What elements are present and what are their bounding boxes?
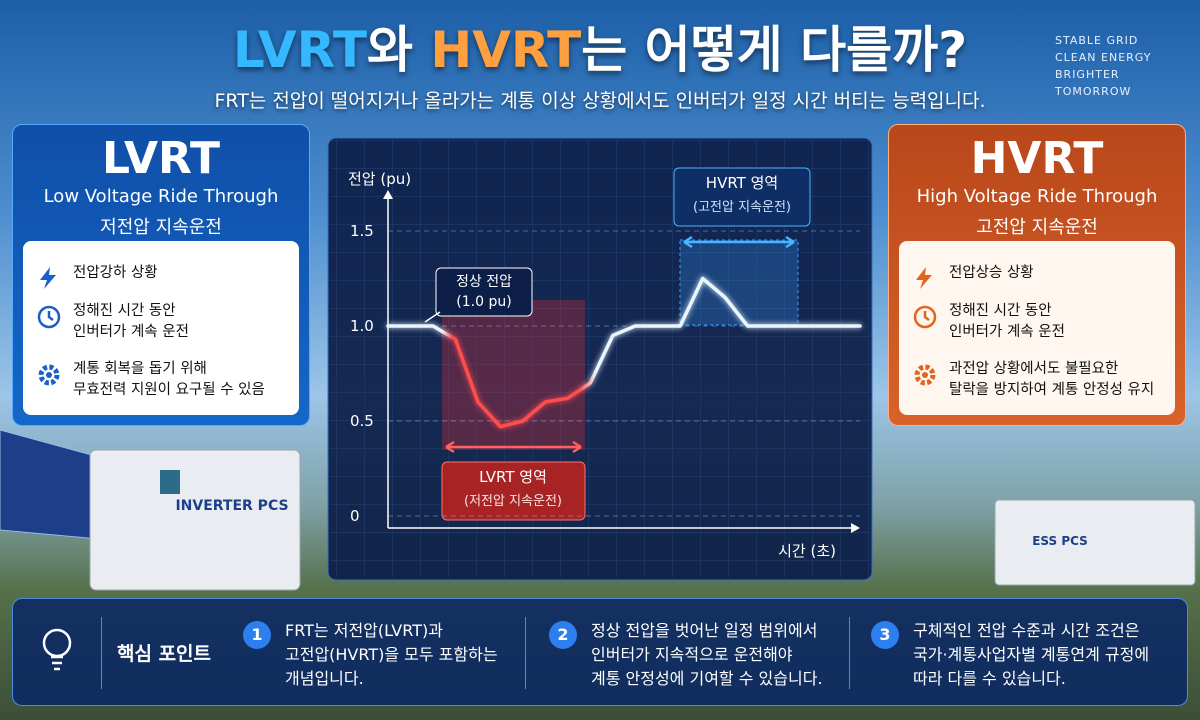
y-axis-arrow	[383, 190, 393, 199]
hvrt-item: 과전압 상황에서도 불필요한 탈락을 방지하여 계통 안정성 유지	[914, 359, 1155, 401]
y-tick-label: 0.5	[350, 412, 374, 430]
tagline-line: BRIGHTER TOMORROW	[1055, 68, 1132, 98]
gear-icon	[914, 364, 936, 386]
normal-box	[435, 267, 533, 317]
key-point-text: 구체적인 전압 수준과 시간 조건은 국가·계통사업자별 계통연계 규정에 따라…	[913, 621, 1150, 688]
lvrt-item: 정해진 시간 동안 인버터가 계속 운전	[37, 301, 189, 343]
bolt-icon	[40, 267, 56, 289]
title: LVRT와 HVRT는 어떻게 다를까?	[0, 10, 1200, 82]
normal-label: 정상 전압 (1.0 pu)	[456, 274, 512, 310]
title-part: 는 어떻게 다를까?	[581, 21, 968, 79]
lvrt-zone	[442, 300, 585, 450]
lvrt-zone-label: LVRT 영역	[479, 468, 547, 486]
key-points: 핵심 포인트 1 FRT는 저전압(LVRT)과 고전압(HVRT)을 모두 포함…	[12, 598, 1188, 706]
inverter-label-text: INVERTER PCS	[175, 498, 288, 514]
bulb-icon	[42, 628, 72, 671]
normal-label-line: 정상 전압	[456, 274, 512, 290]
key-point-text: 정상 전압을 벗어난 일정 범위에서 인버터가 지속적으로 운전해야 계통 안정…	[591, 621, 823, 688]
lvrt-card: 전압강하 상황 정해진 시간 동안 인버터가 계속 운전 계통 회복을 돕기 위…	[23, 241, 299, 415]
separator	[525, 617, 526, 689]
lvrt-item: 전압강하 상황	[40, 263, 158, 289]
hvrt-korean: 고전압 지속운전	[976, 217, 1098, 238]
ess-illustration: ESS PCS	[994, 499, 1196, 586]
title-lvrt: LVRT	[232, 21, 367, 79]
hvrt-card: 전압상승 상황 정해진 시간 동안 인버터가 계속 운전 과전압 상황에서도 불…	[899, 241, 1175, 415]
hvrt-item: 전압상승 상황	[916, 263, 1034, 289]
hvrt-zone-box	[673, 167, 811, 227]
clock-icon	[913, 305, 937, 329]
hvrt-item-text: 전압상승 상황	[949, 265, 1034, 281]
x-axis-arrow	[851, 523, 860, 533]
y-tick-label: 1.0	[350, 317, 374, 335]
bolt-icon	[916, 267, 932, 289]
ess-label: ESS PCS	[1032, 534, 1088, 548]
key-points-heading: 핵심 포인트	[117, 643, 212, 665]
hvrt-item-text: 과전압 상황에서도 불필요한 탈락을 방지하여 계통 안정성 유지	[949, 361, 1155, 398]
chart: HVRT 영역 (고전압 지속운전) LVRT 영역 (저전압 지속운전) 정상…	[327, 137, 873, 581]
lvrt-subtitle: Low Voltage Ride Through	[43, 186, 279, 207]
title-hvrt: HVRT	[430, 21, 582, 79]
inverter-label: INVERTER PCS	[175, 498, 288, 514]
lvrt-panel: LVRT Low Voltage Ride Through 저전압 지속운전 전…	[12, 124, 310, 426]
lvrt-title: LVRT	[102, 133, 220, 184]
lvrt-item-text: 정해진 시간 동안 인버터가 계속 운전	[73, 303, 189, 340]
hvrt-title: HVRT	[970, 133, 1104, 184]
normal-pointer	[424, 311, 441, 323]
normal-label-line: (1.0 pu)	[456, 294, 511, 310]
hvrt-zone-sublabel: (고전압 지속운전)	[693, 200, 791, 215]
y-tick-label: 1.5	[350, 222, 374, 240]
voltage-line	[386, 276, 862, 429]
key-point: 2 정상 전압을 벗어난 일정 범위에서 인버터가 지속적으로 운전해야 계통 안…	[549, 619, 823, 691]
separator	[101, 617, 102, 689]
key-point: 1 FRT는 저전압(LVRT)과 고전압(HVRT)을 모두 포함하는 개념입니…	[243, 619, 498, 691]
inverter-illustration: INVERTER PCS	[0, 429, 301, 591]
lvrt-item-text: 전압강하 상황	[73, 265, 158, 281]
hvrt-subtitle: High Voltage Ride Through	[916, 186, 1158, 207]
hvrt-zone-label: HVRT 영역	[706, 174, 778, 192]
subtitle: FRT는 전압이 떨어지거나 올라가는 계통 이상 상황에서도 인버터가 일정 …	[214, 90, 986, 112]
lvrt-korean: 저전압 지속운전	[100, 217, 222, 238]
tagline-line: CLEAN ENERGY	[1055, 51, 1152, 64]
hvrt-panel: HVRT High Voltage Ride Through 고전압 지속운전 …	[888, 124, 1186, 426]
y-axis-label: 전압 (pu)	[348, 170, 411, 188]
tagline: STABLE GRID CLEAN ENERGY BRIGHTER TOMORR…	[1055, 32, 1200, 100]
lvrt-item-text: 계통 회복을 돕기 위해 무효전력 지원이 요구될 수 있음	[73, 361, 265, 398]
key-point-number: 3	[871, 621, 899, 649]
x-axis-label: 시간 (초)	[778, 542, 836, 560]
lvrt-item: 계통 회복을 돕기 위해 무효전력 지원이 요구될 수 있음	[38, 359, 265, 401]
key-point-text: FRT는 저전압(LVRT)과 고전압(HVRT)을 모두 포함하는 개념입니다…	[285, 621, 498, 688]
lvrt-zone-box	[441, 461, 586, 521]
gear-icon	[38, 364, 60, 386]
lvrt-zone-sublabel: (저전압 지속운전)	[464, 494, 562, 509]
hvrt-arrow	[683, 235, 795, 249]
separator	[849, 617, 850, 689]
key-point-number: 1	[243, 621, 271, 649]
lvrt-arrow	[445, 440, 582, 454]
title-part: 와	[366, 21, 413, 79]
hvrt-item-text: 정해진 시간 동안 인버터가 계속 운전	[949, 303, 1065, 340]
y-tick-label: 0	[350, 507, 360, 525]
key-point-number: 2	[549, 621, 577, 649]
key-point: 3 구체적인 전압 수준과 시간 조건은 국가·계통사업자별 계통연계 규정에 따…	[871, 619, 1150, 691]
hvrt-item: 정해진 시간 동안 인버터가 계속 운전	[913, 301, 1065, 343]
tagline-line: STABLE GRID	[1055, 34, 1139, 47]
hvrt-zone	[679, 239, 799, 326]
clock-icon	[37, 305, 61, 329]
